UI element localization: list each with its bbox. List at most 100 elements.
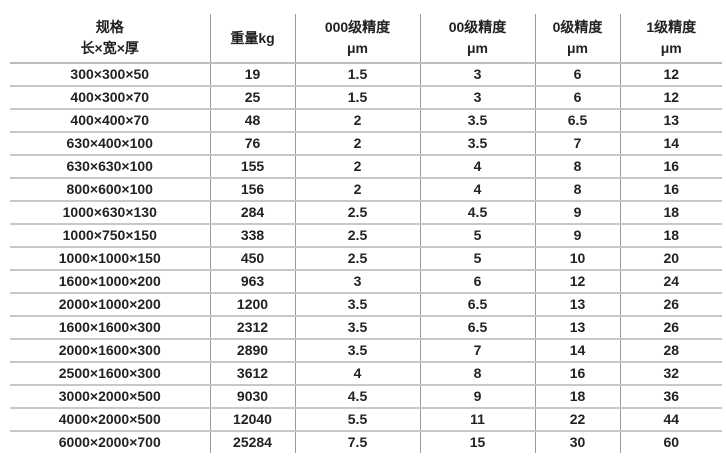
- table-cell: 630×630×100: [10, 154, 210, 178]
- table-cell: 24: [619, 269, 722, 293]
- table-cell: 2: [294, 154, 420, 178]
- table-cell: 2.5: [294, 223, 420, 247]
- table-cell: 18: [534, 384, 620, 408]
- header-line2: μm: [346, 40, 368, 56]
- table-cell: 9: [534, 223, 620, 247]
- table-cell: 16: [619, 154, 722, 178]
- table-cell: 3: [419, 85, 535, 109]
- table-row: 400×300×70 25 1.5 3 6 12: [10, 85, 722, 109]
- table-cell: 1.5: [294, 85, 420, 109]
- column-header: 00级精度 μm: [419, 14, 535, 64]
- table-cell: 5: [419, 246, 535, 270]
- table-cell: 4000×2000×500: [10, 407, 210, 431]
- table-row: 2000×1000×200 1200 3.5 6.5 13 26: [10, 292, 722, 316]
- table-cell: 44: [619, 407, 722, 431]
- table-cell: 36: [619, 384, 722, 408]
- table-cell: 16: [619, 177, 722, 201]
- table-cell: 11: [419, 407, 535, 431]
- precision-spec-table: 规格 长×宽×厚 重量kg 000级精度 μm 00级精度 μm 0级精度 μm 1级精度 μm 3…: [10, 14, 722, 453]
- table-cell: 8: [419, 361, 535, 385]
- table-row: 1000×630×130 284 2.5 4.5 9 18: [10, 200, 722, 224]
- table-cell: 8: [534, 154, 620, 178]
- table-cell: 1600×1000×200: [10, 269, 210, 293]
- table-cell: 9: [534, 200, 620, 224]
- table-cell: 6000×2000×700: [10, 430, 210, 453]
- header-line1: 000级精度: [324, 19, 391, 35]
- table-cell: 28: [619, 338, 722, 362]
- table-cell: 6: [534, 85, 620, 109]
- table-cell: 20: [619, 246, 722, 270]
- table-cell: 2890: [209, 338, 295, 362]
- header-row: 规格 长×宽×厚 重量kg 000级精度 μm 00级精度 μm 0级精度 μm 1级精度 μm: [10, 14, 722, 64]
- table-cell: 6.5: [419, 292, 535, 316]
- table-cell: 2: [294, 177, 420, 201]
- table-cell: 4: [294, 361, 420, 385]
- table-cell: 6.5: [419, 315, 535, 339]
- table-cell: 6: [534, 62, 620, 86]
- table-cell: 12: [619, 62, 722, 86]
- column-header: 1级精度 μm: [619, 14, 722, 64]
- header-line1: 重量kg: [230, 29, 275, 46]
- table-cell: 156: [209, 177, 295, 201]
- table-cell: 48: [209, 108, 295, 132]
- header-line2: μm: [466, 40, 488, 56]
- table-cell: 18: [619, 200, 722, 224]
- table-cell: 6: [419, 269, 535, 293]
- table-row: 1600×1600×300 2312 3.5 6.5 13 26: [10, 315, 722, 339]
- column-header: 重量kg: [209, 14, 295, 64]
- table-cell: 2000×1600×300: [10, 338, 210, 362]
- table-cell: 5.5: [294, 407, 420, 431]
- header-line1: 规格: [95, 19, 124, 35]
- table-cell: 3000×2000×500: [10, 384, 210, 408]
- table-cell: 25284: [209, 430, 295, 453]
- table-cell: 1.5: [294, 62, 420, 86]
- table-cell: 155: [209, 154, 295, 178]
- table-row: 6000×2000×700 25284 7.5 15 30 60: [10, 430, 722, 453]
- table-row: 630×400×100 76 2 3.5 7 14: [10, 131, 722, 155]
- table-cell: 2500×1600×300: [10, 361, 210, 385]
- table-cell: 2312: [209, 315, 295, 339]
- table-cell: 14: [534, 338, 620, 362]
- table-cell: 15: [419, 430, 535, 453]
- table-cell: 450: [209, 246, 295, 270]
- table-cell: 5: [419, 223, 535, 247]
- table-cell: 3.5: [419, 131, 535, 155]
- table-cell: 19: [209, 62, 295, 86]
- table-cell: 1000×750×150: [10, 223, 210, 247]
- table-cell: 14: [619, 131, 722, 155]
- table-cell: 963: [209, 269, 295, 293]
- table-row: 800×600×100 156 2 4 8 16: [10, 177, 722, 201]
- table-cell: 338: [209, 223, 295, 247]
- table-cell: 13: [534, 292, 620, 316]
- table-cell: 26: [619, 315, 722, 339]
- table-cell: 3: [419, 62, 535, 86]
- column-header: 0级精度 μm: [534, 14, 620, 64]
- table-row: 4000×2000×500 12040 5.5 11 22 44: [10, 407, 722, 431]
- table-cell: 3.5: [419, 108, 535, 132]
- table-cell: 6.5: [534, 108, 620, 132]
- header-line1: 1级精度: [646, 19, 697, 35]
- header-line2: μm: [566, 40, 588, 56]
- table-cell: 25: [209, 85, 295, 109]
- table-cell: 1000×1000×150: [10, 246, 210, 270]
- table-cell: 7: [419, 338, 535, 362]
- header-line1: 00级精度: [448, 19, 507, 35]
- table-cell: 12: [619, 85, 722, 109]
- table-cell: 3.5: [294, 338, 420, 362]
- table-cell: 9: [419, 384, 535, 408]
- table-cell: 630×400×100: [10, 131, 210, 155]
- table-cell: 2000×1000×200: [10, 292, 210, 316]
- table-cell: 76: [209, 131, 295, 155]
- table-cell: 3612: [209, 361, 295, 385]
- table-cell: 4.5: [419, 200, 535, 224]
- table-cell: 800×600×100: [10, 177, 210, 201]
- table-cell: 9030: [209, 384, 295, 408]
- table-row: 2500×1600×300 3612 4 8 16 32: [10, 361, 722, 385]
- table-cell: 300×300×50: [10, 62, 210, 86]
- table-row: 1600×1000×200 963 3 6 12 24: [10, 269, 722, 293]
- table-row: 300×300×50 19 1.5 3 6 12: [10, 62, 722, 86]
- table-cell: 4: [419, 177, 535, 201]
- table-cell: 13: [534, 315, 620, 339]
- table-cell: 18: [619, 223, 722, 247]
- table-cell: 1600×1600×300: [10, 315, 210, 339]
